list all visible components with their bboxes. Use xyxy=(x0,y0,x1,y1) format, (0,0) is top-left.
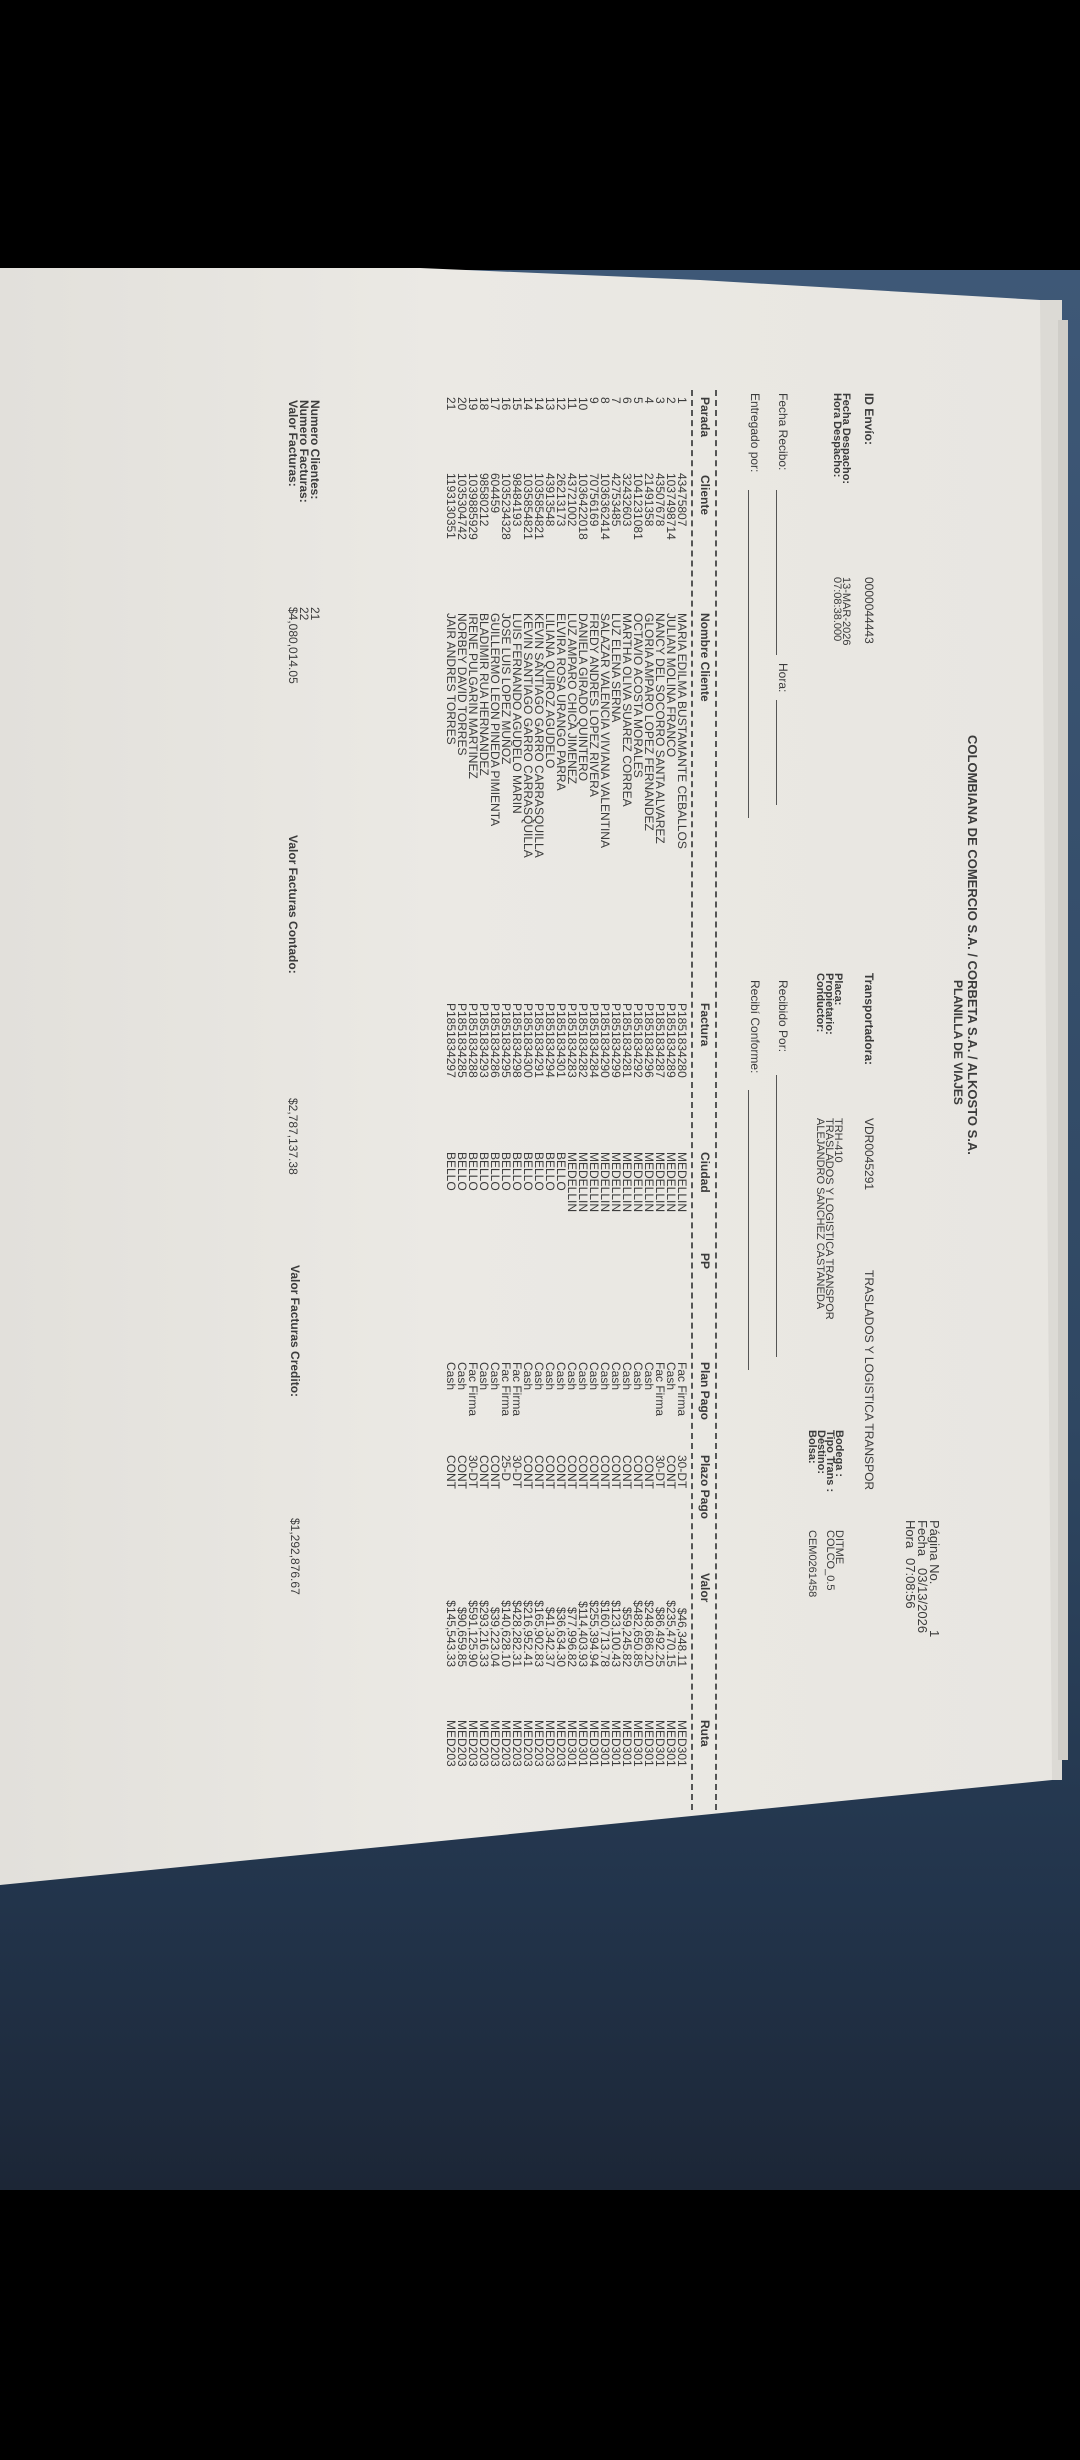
col-parada: Parada xyxy=(698,397,712,438)
valor-contado-label: Valor Facturas Contado: xyxy=(286,835,300,974)
transportadora-label: Transportadora: xyxy=(862,973,876,1066)
valor-credito-label: Valor Facturas Credito: xyxy=(288,1265,302,1398)
hora-label: Hora xyxy=(903,1520,918,1549)
hora-recibo-field[interactable] xyxy=(776,700,777,805)
factura-cell: P1851834297 xyxy=(444,1003,458,1078)
nombre-cell: JAIR ANDRES TORRES xyxy=(444,613,458,745)
plan-pago-cell: Cash xyxy=(444,1362,458,1391)
table-row: 21 1193130351 JAIR ANDRES TORRES P185183429… xyxy=(444,290,458,1890)
tipo-trans-value: COLCO_0.5 xyxy=(824,1530,836,1591)
valor-cell: $145,543.33 xyxy=(444,1600,458,1667)
conductor-label: Conductor: xyxy=(814,973,826,1033)
entregado-por-label: Entregado por: xyxy=(748,393,762,473)
hora-value: 07:08:56 xyxy=(903,1558,918,1609)
col-factura: Factura xyxy=(698,1003,712,1047)
bolsa-label: Bolsa: xyxy=(806,1430,818,1464)
valor-facturas-label: Valor Facturas: xyxy=(286,400,300,487)
plazo-pago-cell: CONT xyxy=(444,1455,458,1489)
col-plan-pago: Plan Pago xyxy=(698,1362,712,1421)
transportadora-code: VDR0045291 xyxy=(862,1118,876,1191)
paper-stack-edge xyxy=(1058,320,1068,1760)
recibi-conforme-field[interactable] xyxy=(748,1090,749,1370)
col-valor: Valor xyxy=(698,1573,712,1603)
col-ciudad: Ciudad xyxy=(698,1152,712,1193)
valor-contado-value: $2,787,137.38 xyxy=(286,1098,300,1175)
col-pp: PP xyxy=(698,1253,712,1270)
valor-credito-value: $1,292,876.67 xyxy=(288,1518,302,1595)
fecha-recibo-field[interactable] xyxy=(776,490,777,655)
conductor-value: ALEJANDRO SANCHEZ CASTANEDA xyxy=(814,1118,826,1310)
transportadora-name: TRASLADOS Y LOGISTICA TRANSPOR xyxy=(862,1270,876,1491)
parada-cell: 21 xyxy=(444,397,458,411)
recibido-por-field[interactable] xyxy=(776,1075,777,1357)
document-subtitle: PLANILLA DE VIAJES xyxy=(951,980,965,1105)
cliente-cell: 1193130351 xyxy=(444,473,458,539)
fecha-label: Fecha xyxy=(915,1520,930,1557)
table-header-divider xyxy=(691,390,693,1810)
col-cliente: Cliente xyxy=(698,475,712,516)
id-envio-label: ID Envío: xyxy=(862,393,876,446)
pagina-label: Página No. xyxy=(927,1520,942,1585)
hora-despacho-label: Hora Despacho: xyxy=(831,393,843,478)
valor-facturas-value: $4,080,014.05 xyxy=(286,607,300,684)
entregado-por-field[interactable] xyxy=(748,490,749,818)
table-top-divider xyxy=(715,390,717,1810)
recibi-conforme-label: Recibí Conforme: xyxy=(748,980,762,1074)
ciudad-cell: BELLO xyxy=(444,1152,458,1191)
planilla-de-viajes: COLOMBIANA DE COMERCIO S.A. / CORBETA S.… xyxy=(250,290,1050,1890)
document-title: COLOMBIANA DE COMERCIO S.A. / CORBETA S.… xyxy=(965,735,980,1155)
fecha-value: 03/13/2026 xyxy=(915,1568,930,1634)
ruta-cell: MED203 xyxy=(444,1720,458,1767)
col-ruta: Ruta xyxy=(698,1720,712,1747)
hora-despacho-value: 07:08:38.000 xyxy=(831,577,843,642)
hora-recibo-label: Hora: xyxy=(776,663,790,693)
col-plazo-pago: Plazo Pago xyxy=(698,1455,712,1520)
recibido-por-label: Recibido Por: xyxy=(776,980,790,1053)
bolsa-value: CEM0261458 xyxy=(806,1530,818,1598)
id-envio-value: 0000044443 xyxy=(862,577,876,644)
col-nombre: Nombre Cliente xyxy=(698,613,712,702)
pagina-value: 1 xyxy=(927,1630,942,1638)
table-header: Parada Cliente Nombre Cliente Factura Ci… xyxy=(698,290,712,1890)
fecha-recibo-label: Fecha Recibo: xyxy=(776,393,790,471)
